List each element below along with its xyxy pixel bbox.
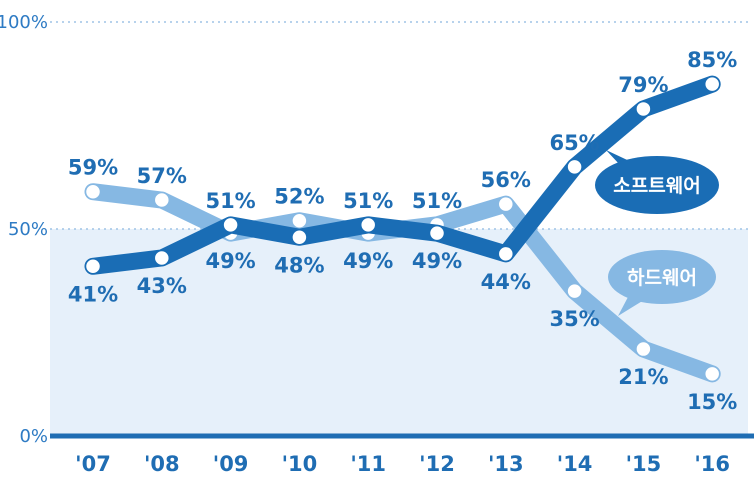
data-point xyxy=(566,158,583,176)
data-point xyxy=(635,340,652,358)
software-data-label: 51% xyxy=(205,189,255,213)
x-tick-label: '12 xyxy=(419,452,455,476)
data-point xyxy=(703,75,721,93)
hardware-data-label: 21% xyxy=(618,365,668,389)
callout-bubble xyxy=(595,156,719,214)
callout-tail xyxy=(618,297,644,316)
data-point xyxy=(291,212,308,229)
data-point xyxy=(291,229,308,246)
hardware-callout: 하드웨어 xyxy=(608,250,716,316)
software-data-label: 49% xyxy=(412,249,462,273)
x-tick-label: '16 xyxy=(694,452,730,476)
data-point xyxy=(635,100,652,118)
hardware-data-label: 15% xyxy=(687,390,737,414)
x-tick-label: '14 xyxy=(557,452,593,476)
hardware-data-label: 35% xyxy=(549,307,599,331)
software-data-label: 48% xyxy=(274,253,324,277)
hardware-data-label: 57% xyxy=(137,164,187,188)
y-tick-label: 50% xyxy=(8,219,48,240)
data-point xyxy=(153,191,171,209)
hardware-data-label: 59% xyxy=(68,156,118,180)
x-axis-ticks: '07 '08 '09 '10 '11 '12 '13 '14 '15 '16 xyxy=(75,452,730,476)
data-point xyxy=(84,183,102,200)
x-tick-label: '09 xyxy=(213,452,249,476)
data-point xyxy=(153,249,171,267)
y-axis-ticks: 100% 50% 0% xyxy=(0,12,48,447)
y-tick-label: 0% xyxy=(19,426,48,447)
software-callout: 소프트웨어 xyxy=(595,150,719,214)
series-software xyxy=(84,75,721,275)
software-line xyxy=(84,75,721,275)
data-point xyxy=(359,216,377,234)
hardware-data-label: 51% xyxy=(412,189,462,213)
data-point xyxy=(222,216,239,234)
x-tick-label: '11 xyxy=(350,452,386,476)
software-data-label: 85% xyxy=(687,48,737,72)
x-tick-label: '10 xyxy=(282,452,318,476)
callout-label: 소프트웨어 xyxy=(613,175,700,197)
x-tick-label: '13 xyxy=(488,452,524,476)
data-point xyxy=(703,365,721,383)
data-point xyxy=(566,282,583,300)
data-point xyxy=(497,195,515,213)
software-data-label: 79% xyxy=(618,73,668,97)
x-tick-label: '08 xyxy=(144,452,180,476)
data-point xyxy=(84,258,102,275)
software-data-label: 51% xyxy=(343,189,393,213)
x-tick-label: '15 xyxy=(626,452,662,476)
data-labels: 41% 59% 43% 57% 51% 49% 48% 52% 51% 49% 49% 51% 44% 5… xyxy=(68,48,737,414)
hardware-data-label: 52% xyxy=(274,185,324,209)
software-data-label: 43% xyxy=(137,274,187,298)
hardware-data-label: 56% xyxy=(481,168,531,192)
data-point xyxy=(428,224,446,242)
hardware-data-label: 49% xyxy=(205,249,255,273)
software-data-label: 65% xyxy=(549,131,599,155)
data-point xyxy=(497,245,515,263)
callout-bubble xyxy=(608,250,716,304)
callout-label: 하드웨어 xyxy=(627,267,697,289)
software-data-label: 41% xyxy=(68,282,118,306)
y-tick-label: 100% xyxy=(0,12,48,33)
x-tick-label: '07 xyxy=(75,452,111,476)
software-data-label: 44% xyxy=(481,270,531,294)
hardware-data-label: 49% xyxy=(343,249,393,273)
